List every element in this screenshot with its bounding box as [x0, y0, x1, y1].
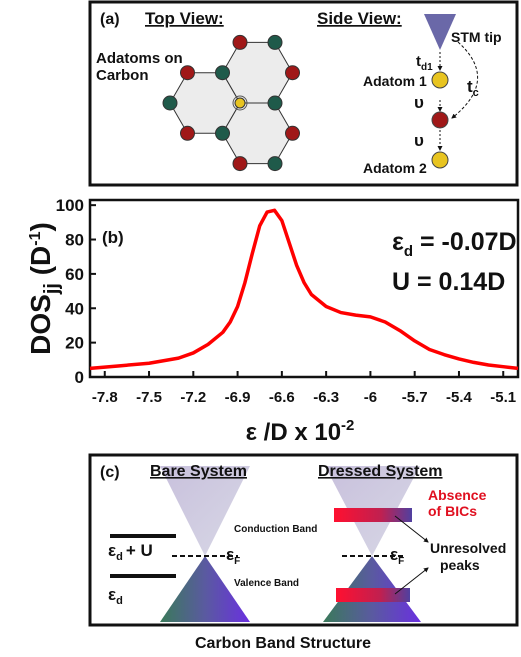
y-tick-label: 20	[65, 334, 84, 353]
x-tick-label: -6	[364, 389, 377, 406]
carbon-atom	[216, 66, 230, 80]
panel-label: (a)	[100, 11, 120, 28]
hopping-label: tc	[467, 77, 479, 99]
unresolved-label: peaks	[440, 557, 480, 573]
annotation: U = 0.14D	[392, 268, 505, 296]
page: {"panel_a": {"label": "(a)", "top_view":…	[0, 0, 521, 657]
graphene-lattice	[163, 35, 300, 170]
carbon-atom	[268, 157, 282, 171]
band-peak	[336, 588, 410, 602]
x-tick-label: -7.5	[136, 389, 162, 406]
y-tick-label: 80	[65, 231, 84, 250]
dressed-title: Dressed System	[318, 463, 443, 480]
x-tick-label: -6.6	[269, 389, 295, 406]
adatom	[432, 152, 448, 168]
annotation-part: d	[404, 243, 413, 260]
arrow	[395, 568, 428, 594]
plot: 0 20 40 60 80 100 -7.8 -7.5 -7.2 -6.9 -6.6 -6.3 -6 -5…	[25, 196, 518, 446]
carbon-atom	[216, 126, 230, 140]
band-label: Valence Band	[234, 578, 299, 589]
y-tick-label: 40	[65, 299, 84, 318]
top-view: Top View:	[145, 9, 224, 28]
band-label: Conduction Band	[234, 524, 317, 535]
panel-label: (b)	[102, 228, 124, 247]
x-tick-label: -7.8	[92, 389, 118, 406]
adatoms-label: Carbon	[96, 67, 149, 84]
y-label-part: -1	[27, 231, 44, 245]
x-tick-label: -6.9	[225, 389, 251, 406]
x-tick-label: -5.1	[490, 389, 516, 406]
annotation-part: ε	[392, 228, 404, 256]
absence-label: of BICs	[428, 503, 477, 519]
x-tick-label: -5.7	[402, 389, 428, 406]
y-label-part: DOS	[25, 294, 56, 355]
adatoms-label: Adatoms on	[96, 50, 183, 67]
adatom-label: Adatom 1	[363, 73, 427, 89]
x-label-part: ε /D x 10	[246, 419, 341, 446]
carbon-atom	[432, 112, 448, 128]
y-tick-label: 0	[75, 368, 84, 387]
x-tick-label: -7.2	[180, 389, 206, 406]
carbon-atom	[233, 35, 247, 49]
hopping-label: td1	[416, 53, 433, 73]
annotation-part: = -0.07D	[413, 228, 517, 256]
annotation: εd = -0.07D	[392, 228, 517, 260]
carbon-atom	[233, 157, 247, 171]
y-label-part: )	[25, 222, 56, 231]
adatom-label: Adatom 2	[363, 160, 427, 176]
carbon-atom	[181, 126, 195, 140]
adatom	[235, 98, 245, 108]
fermi-label: εF	[226, 545, 240, 567]
side-view: Side View:	[317, 9, 402, 28]
absence-label: Absence	[428, 487, 487, 503]
adatom	[432, 72, 448, 88]
figure: (a) Top View: Side View: Adatoms on Carb…	[0, 0, 521, 657]
bare-title: Bare System	[150, 463, 247, 480]
x-tick-label: -6.3	[313, 389, 339, 406]
y-tick-label: 60	[65, 265, 84, 284]
y-label-part: jj	[41, 283, 63, 295]
carbon-atom	[286, 126, 300, 140]
y-tick-label: 100	[56, 196, 84, 215]
coupling-label: υ	[414, 93, 424, 112]
coupling-label: υ	[414, 131, 424, 150]
fermi-label: εF	[390, 545, 404, 567]
arrow	[452, 42, 478, 118]
carbon-atom	[286, 66, 300, 80]
carbon-atom	[268, 96, 282, 110]
y-axis-label: DOSjj (D-1)	[25, 222, 63, 355]
x-tick-label: -5.4	[446, 389, 473, 406]
level-label: εd	[108, 585, 123, 607]
level-label: εd+ U	[108, 541, 153, 563]
carbon-atom	[163, 96, 177, 110]
carbon-atom	[268, 35, 282, 49]
unresolved-label: Unresolved	[430, 540, 506, 556]
panel-label: (c)	[100, 464, 120, 481]
caption: Carbon Band Structure	[195, 635, 371, 652]
carbon-atom	[181, 66, 195, 80]
y-label-part: (D	[25, 246, 56, 283]
x-axis-label: ε /D x 10-2	[246, 417, 355, 446]
x-label-part: -2	[341, 417, 354, 434]
